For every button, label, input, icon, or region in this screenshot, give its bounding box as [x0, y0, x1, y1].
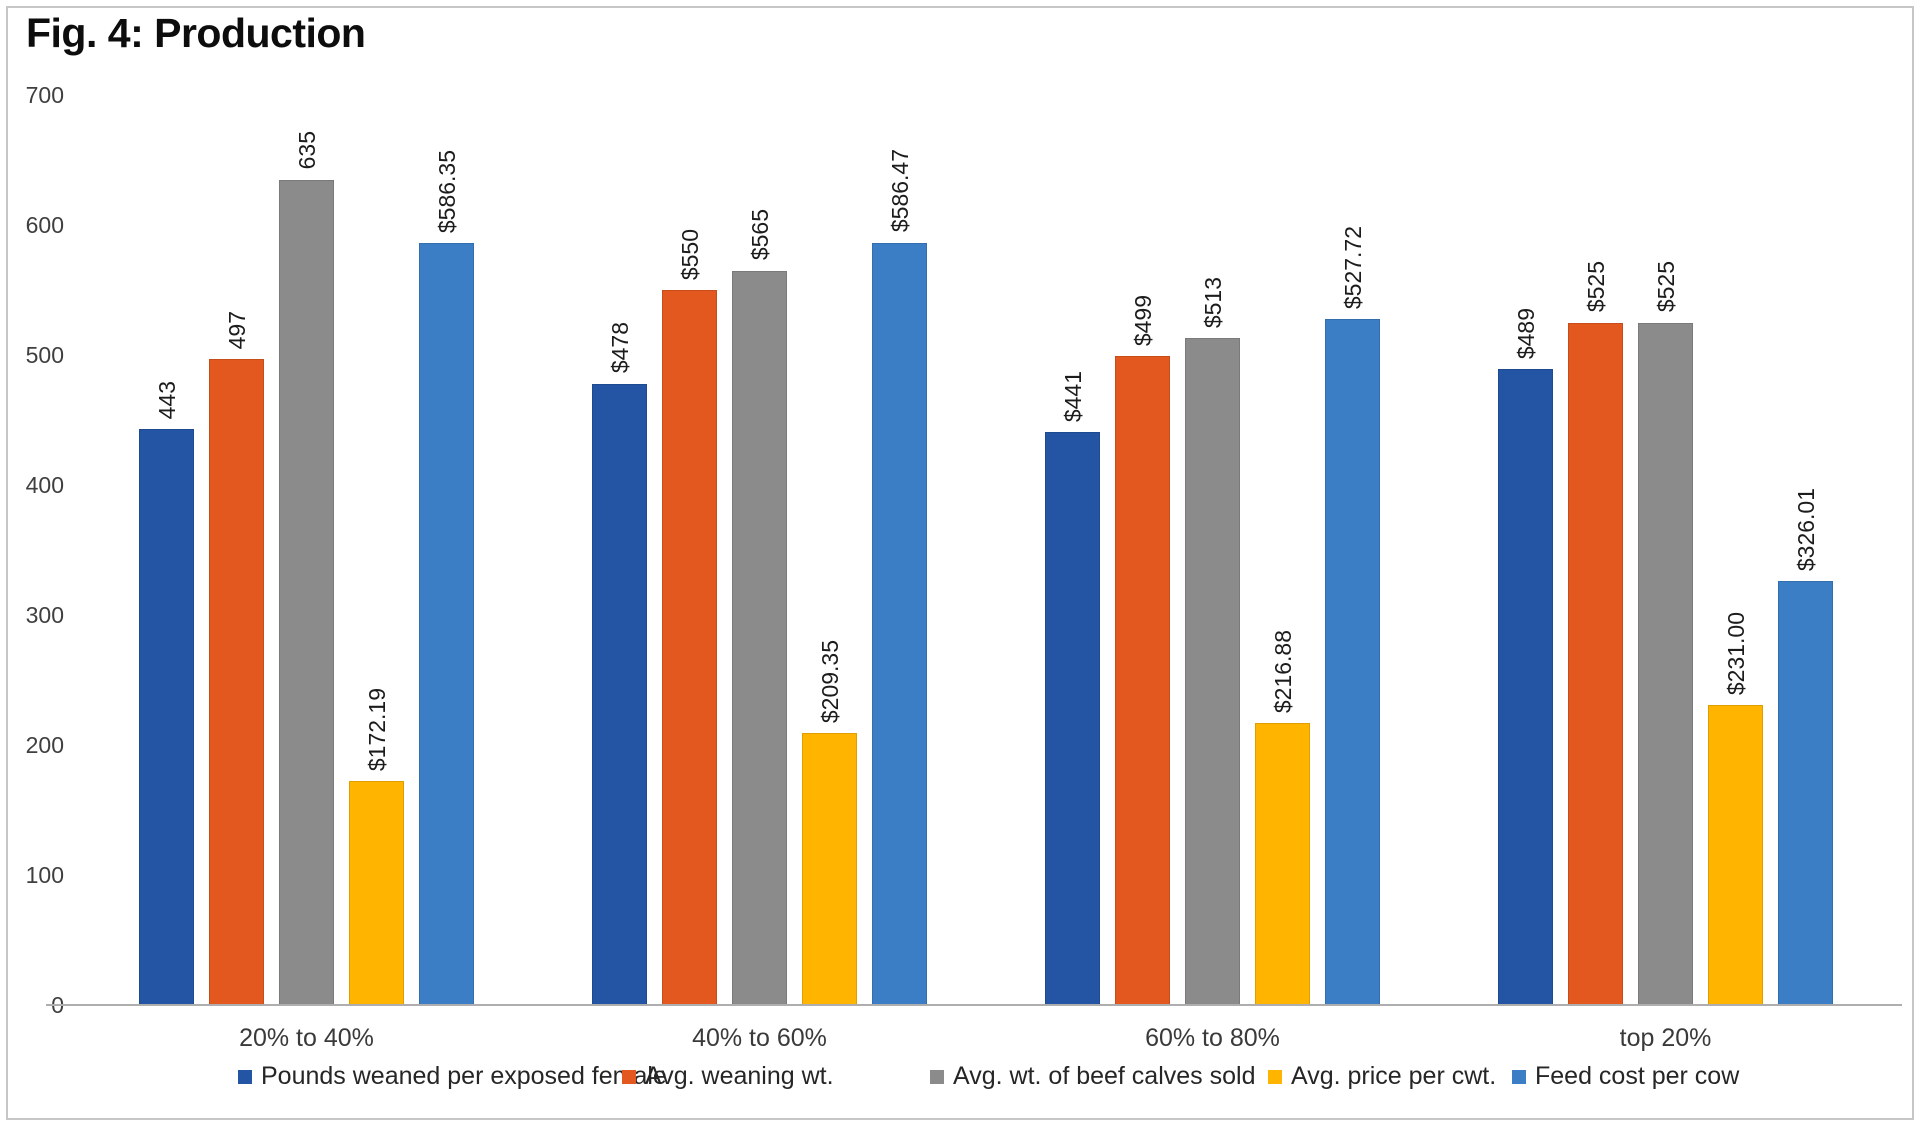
bar: $586.35 [419, 150, 474, 1005]
bar-value-label: 497 [223, 310, 250, 349]
bar: $489 [1498, 308, 1553, 1005]
bar-value-label: $565 [746, 209, 773, 261]
legend-item: Avg. price per cwt. [1268, 1062, 1496, 1091]
bar-value-label: 443 [153, 380, 180, 420]
bar: $172.19 [349, 688, 404, 1005]
category-label: 20% to 40% [239, 1024, 374, 1052]
legend-item: Avg. wt. of beef calves sold [930, 1062, 1255, 1091]
bar-value-label: $550 [676, 228, 703, 280]
legend-swatch [1512, 1069, 1526, 1084]
bar: $231.00 [1708, 612, 1763, 1005]
bar: $565 [732, 209, 787, 1005]
y-tick-label: 500 [25, 342, 64, 368]
legend-item: Avg. weaning wt. [622, 1062, 834, 1091]
category-axis-labels: 20% to 40% 40% to 60% 60% to 80% top 20% [80, 1024, 1892, 1053]
bar-value-label: $172.19 [363, 688, 390, 772]
bar-group: $441 $499 $513 $216.88 $527.72 [986, 95, 1439, 1005]
y-axis-tick-labels: 7006005004003002001000 [0, 82, 66, 1018]
bar-value-label: $586.47 [886, 149, 913, 233]
bar-group: $489 $525 $525 $231.00 $326.01 [1439, 95, 1892, 1005]
bar-value-label: $478 [606, 322, 633, 374]
bar-value-label: $525 [1582, 261, 1609, 313]
x-axis-line [46, 1004, 1902, 1006]
legend-swatch [238, 1069, 252, 1084]
bar-value-label: $209.35 [816, 639, 843, 723]
bar: 635 [279, 131, 334, 1005]
bar-value-label: $527.72 [1339, 225, 1366, 309]
legend-label: Avg. weaning wt. [645, 1062, 834, 1090]
bar: $525 [1568, 261, 1623, 1005]
bar-value-label: $586.35 [433, 149, 460, 233]
category-label: top 20% [1619, 1024, 1712, 1052]
bar-value-label: $499 [1129, 295, 1156, 347]
bar-group: $478 $550 $565 $209.35 $586.47 [533, 95, 986, 1005]
plot-area: 443 497 635 $172.19 $586.35 $478 $550 $565 $209.… [80, 95, 1892, 1005]
y-tick-label: 600 [25, 212, 64, 238]
bar-value-label: $441 [1059, 370, 1086, 422]
bar-value-label: $216.88 [1269, 629, 1296, 714]
bar-value-label: $326.01 [1792, 488, 1819, 572]
category-label: 60% to 80% [1145, 1024, 1280, 1052]
legend-item: Pounds weaned per exposed female [238, 1062, 667, 1091]
bar-value-label: $525 [1652, 261, 1679, 313]
legend-label: Feed cost per cow [1535, 1062, 1740, 1090]
y-tick-label: 200 [25, 732, 64, 758]
legend-swatch [1268, 1069, 1282, 1084]
legend-label: Pounds weaned per exposed female [261, 1062, 667, 1090]
legend: Pounds weaned per exposed female Avg. wea… [0, 1062, 1920, 1102]
bar: $550 [662, 229, 717, 1005]
y-tick-label: 700 [25, 82, 64, 108]
bar-value-label: $231.00 [1722, 611, 1749, 695]
bar: $525 [1638, 261, 1693, 1005]
y-tick-label: 400 [25, 472, 64, 498]
bar: $513 [1185, 277, 1240, 1005]
y-tick-label: 300 [25, 602, 64, 628]
bar: $527.72 [1325, 226, 1380, 1005]
bar-value-label: 635 [293, 131, 320, 170]
bar: 443 [139, 381, 194, 1005]
bar: $586.47 [872, 149, 927, 1005]
bar: 497 [209, 311, 264, 1005]
bar: $499 [1115, 295, 1170, 1005]
bar-value-label: $489 [1512, 308, 1539, 360]
legend-label: Avg. price per cwt. [1291, 1062, 1497, 1090]
y-tick-label: 100 [25, 862, 64, 888]
legend-label: Avg. wt. of beef calves sold [953, 1062, 1256, 1090]
category-label: 40% to 60% [692, 1024, 827, 1052]
bar: $326.01 [1778, 488, 1833, 1005]
bar: $478 [592, 322, 647, 1005]
legend-swatch [930, 1069, 944, 1084]
legend-swatch [622, 1069, 636, 1084]
bar: $209.35 [802, 640, 857, 1005]
bar-group: 443 497 635 $172.19 $586.35 [80, 95, 533, 1005]
bar: $216.88 [1255, 630, 1310, 1005]
legend-item: Feed cost per cow [1512, 1062, 1739, 1091]
chart-title: Fig. 4: Production [26, 10, 366, 56]
bar: $441 [1045, 371, 1100, 1005]
bar-value-label: $513 [1199, 276, 1226, 329]
